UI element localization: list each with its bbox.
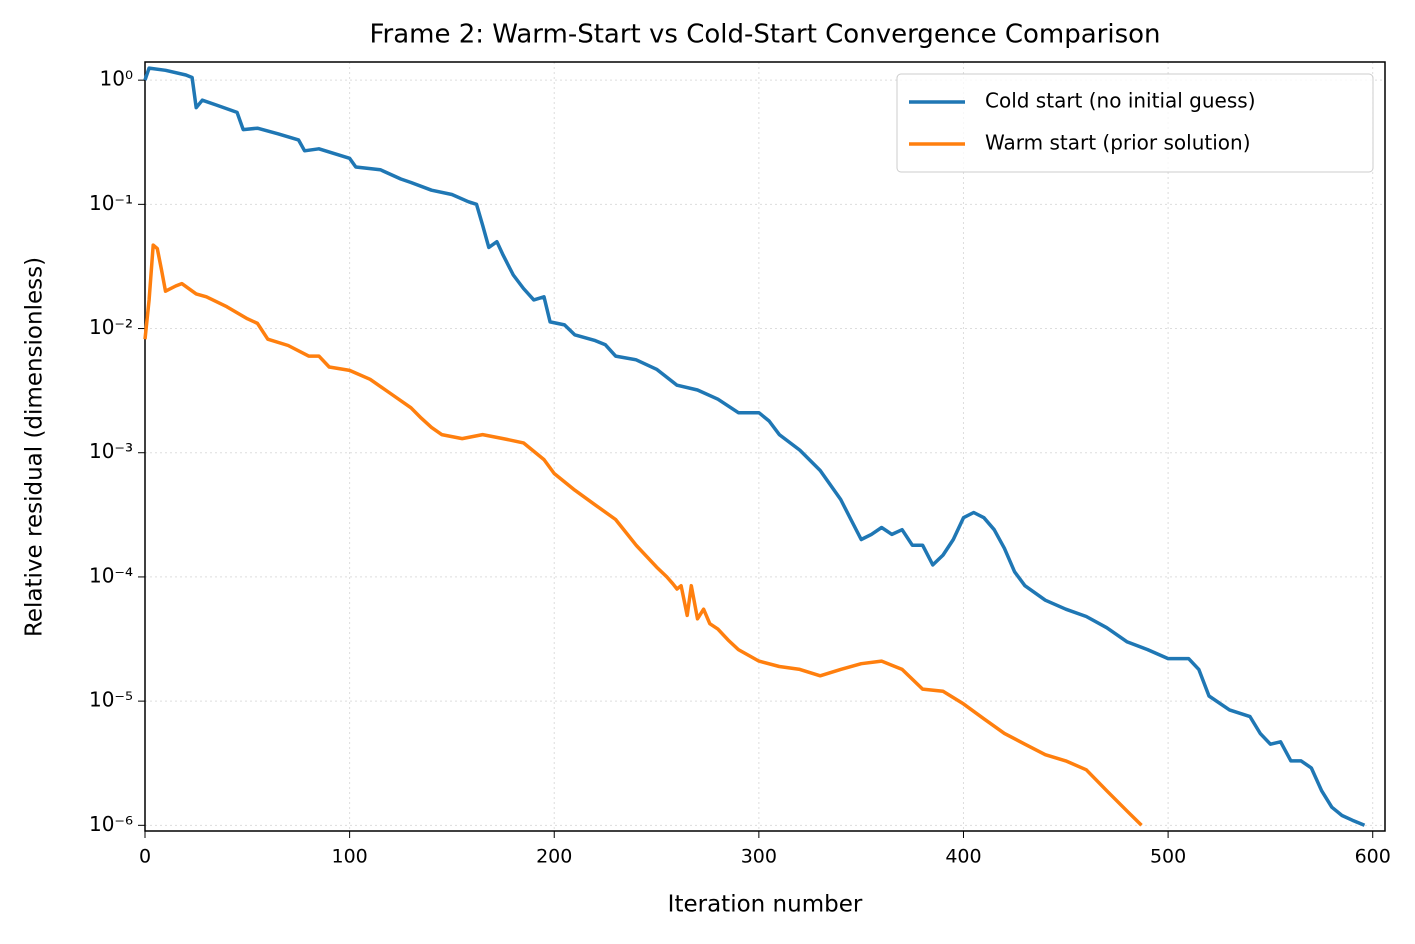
- legend: Cold start (no initial guess) Warm start …: [896, 73, 1374, 173]
- x-axis-label: Iteration number: [668, 892, 863, 918]
- y-tick-label: 10⁻⁵: [89, 688, 133, 712]
- x-tick-label: 200: [536, 846, 572, 868]
- y-tick-label: 10⁻⁶: [89, 812, 133, 836]
- y-tick-label: 10⁻³: [89, 439, 133, 463]
- legend-box: [896, 73, 1374, 173]
- y-axis-label: Relative residual (dimensionless): [22, 257, 48, 637]
- y-tick-label: 10⁻⁴: [89, 563, 133, 587]
- series-line: [143, 243, 1143, 827]
- y-tick-label: 10⁰: [100, 67, 133, 91]
- chart-title: Frame 2: Warm-Start vs Cold-Start Conver…: [369, 20, 1160, 50]
- x-tick-label: 0: [139, 846, 151, 868]
- x-tick-label: 500: [1150, 846, 1186, 868]
- series-line: [143, 66, 1366, 827]
- legend-label: Warm start (prior solution): [985, 131, 1251, 155]
- y-tick-label: 10⁻¹: [89, 191, 133, 215]
- x-tick-label: 400: [945, 846, 981, 868]
- plot-frame: [144, 61, 1386, 832]
- x-tick-label: 300: [741, 846, 777, 868]
- y-tick-label: 10⁻²: [89, 315, 133, 339]
- legend-label: Cold start (no initial guess): [985, 89, 1256, 113]
- x-tick-label: 100: [331, 846, 367, 868]
- x-tick-label: 600: [1355, 846, 1391, 868]
